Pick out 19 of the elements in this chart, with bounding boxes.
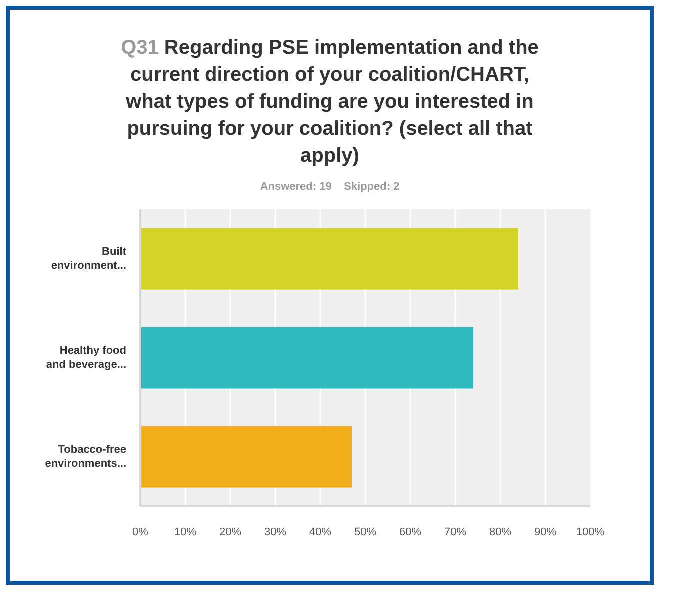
bar <box>140 228 518 290</box>
x-tick-label: 0% <box>132 526 149 538</box>
x-tick-label: 90% <box>534 526 557 538</box>
x-tick-label: 20% <box>219 526 242 538</box>
bar <box>140 327 474 388</box>
x-tick-label: 80% <box>489 526 512 538</box>
bar <box>140 426 352 488</box>
y-tick-label: Built environment... <box>51 246 127 272</box>
x-tick-label: 10% <box>174 526 197 538</box>
chart-title: Q31 Regarding PSE implementation and the current direction of your coalition/CHART, what types of funding are you interested in pursuing for your coalition? (select all that apply) <box>120 36 540 169</box>
chart-subtitle: Answered: 19 Skipped: 2 <box>260 180 400 195</box>
x-tick-label: 70% <box>444 526 467 538</box>
y-tick-label: Tobacco-free environments... <box>45 444 127 470</box>
x-tick-label: 50% <box>354 526 377 538</box>
y-tick-label: Healthy food and beverage... <box>46 344 127 371</box>
x-tick-label: 100% <box>576 526 605 538</box>
x-tick-label: 30% <box>264 526 287 538</box>
x-tick-label: 40% <box>309 526 332 538</box>
x-tick-label: 60% <box>399 526 422 538</box>
